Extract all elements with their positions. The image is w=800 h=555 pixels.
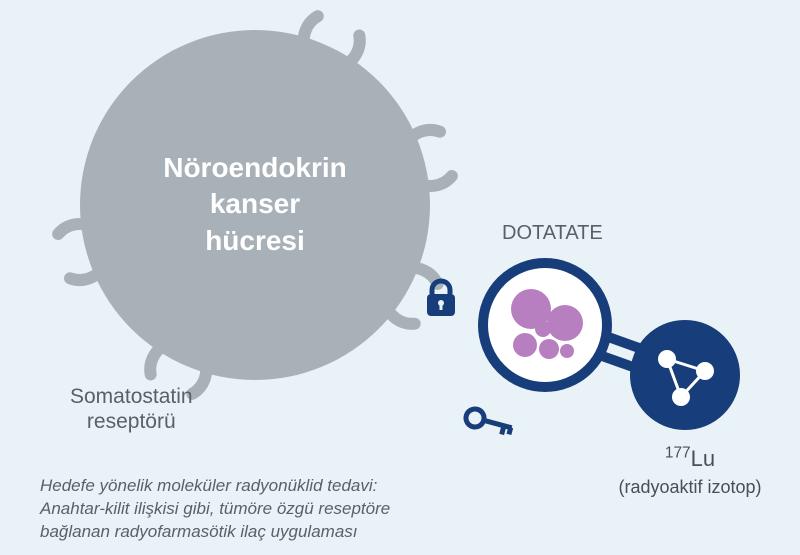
- cell-label-line2: kanser: [210, 188, 300, 219]
- dotatate-label: DOTATATE: [502, 222, 603, 245]
- isotope-label: 177Lu (radyoaktif izotop): [600, 445, 780, 499]
- footnote-line3: bağlanan radyofarmasötik ilaç uygulaması: [40, 522, 358, 541]
- footnote-line2: Anahtar-kilit ilişkisi gibi, tümöre özgü…: [40, 499, 390, 518]
- cell-label: Nöroendokrin kanser hücresi: [125, 150, 385, 259]
- diagram-canvas: Nöroendokrin kanser hücresi Somatostatin…: [0, 0, 800, 550]
- receptor-label-line2: reseptörü: [87, 410, 176, 433]
- receptor-label-line1: Somatostatin: [70, 385, 193, 408]
- dotatate-label-text: DOTATATE: [502, 222, 603, 244]
- footnote: Hedefe yönelik moleküler radyonüklid ted…: [40, 475, 390, 544]
- cell-label-line3: hücresi: [205, 225, 305, 256]
- receptor-label: Somatostatin reseptörü: [70, 384, 193, 434]
- cell-label-line1: Nöroendokrin: [163, 152, 347, 183]
- isotope-symbol: 177Lu: [665, 446, 715, 471]
- isotope-subtitle: (radyoaktif izotop): [618, 477, 761, 497]
- footnote-line1: Hedefe yönelik moleküler radyonüklid ted…: [40, 476, 377, 495]
